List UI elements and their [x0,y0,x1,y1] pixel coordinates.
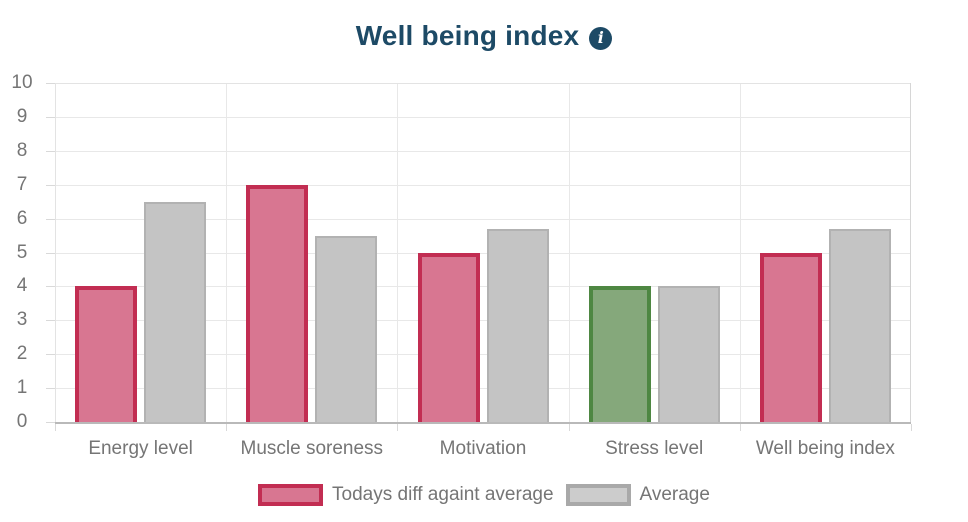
v-gridline [226,83,228,422]
y-tick-mark [46,184,55,186]
y-axis-tick-label: 6 [16,207,28,229]
y-tick-mark [46,286,55,288]
x-tick-mark [568,424,570,431]
chart-legend: Todays diff againt average Average [0,484,968,506]
plot-border-top [55,83,911,84]
y-tick-mark [46,354,55,356]
y-axis-tick-label: 8 [16,139,28,161]
x-axis-category-label: Energy level [88,438,193,459]
y-axis-tick-label: 1 [16,377,28,399]
bar-average-stress-level[interactable] [657,286,720,422]
legend-swatch-average [565,484,631,506]
legend-swatch-today [258,484,324,506]
plot-border-right [910,83,911,424]
legend-item-today[interactable]: Todays diff againt average [258,484,554,506]
y-tick-mark [46,150,55,152]
y-tick-mark [46,83,55,84]
y-tick-mark [46,218,55,220]
x-axis-category-label: Stress level [605,438,704,459]
y-axis-tick-label: 7 [16,173,28,195]
y-tick-mark [46,116,55,118]
bar-average-motivation[interactable] [486,228,549,422]
bar-today-well-being-index[interactable] [759,252,822,422]
h-gridline [55,150,911,152]
bar-today-energy-level[interactable] [75,286,138,422]
bar-average-energy-level[interactable] [144,201,207,422]
bar-average-well-being-index[interactable] [828,228,891,422]
x-tick-mark [226,424,228,431]
info-icon[interactable]: i [589,26,613,50]
x-axis-category-label: Well being index [755,438,895,459]
h-gridline [55,286,911,288]
chart-header: Well being index i [0,20,968,52]
x-tick-mark [397,424,399,431]
h-gridline [55,354,911,356]
y-axis-tick-label: 2 [16,343,28,365]
y-tick-mark [46,388,55,390]
x-tick-mark [55,424,56,431]
y-axis-tick-label: 10 [11,72,33,93]
v-gridline [397,83,399,422]
y-axis-tick-label: 4 [16,275,28,297]
y-axis-tick-label: 0 [16,411,28,432]
x-tick-mark [739,424,741,431]
y-tick-mark [46,422,55,423]
y-tick-mark [46,320,55,322]
y-tick-mark [46,252,55,254]
y-axis-tick-label: 5 [16,241,28,263]
x-axis-category-label: Muscle soreness [240,438,384,459]
v-gridline [739,83,741,422]
bar-average-muscle-soreness[interactable] [315,235,378,422]
h-gridline [55,252,911,254]
legend-label: Todays diff againt average [332,484,554,505]
h-gridline [55,320,911,322]
legend-label: Average [639,484,710,505]
v-gridline [568,83,570,422]
bar-today-stress-level[interactable] [588,286,651,422]
x-axis-line [55,422,911,424]
y-axis-tick-label: 3 [16,309,28,331]
x-tick-mark [911,424,912,431]
chart-title: Well being index [355,20,580,51]
legend-item-average[interactable]: Average [565,484,710,506]
x-axis-category-label: Motivation [439,438,527,459]
y-axis-line [55,83,56,424]
bar-today-motivation[interactable] [417,252,480,422]
h-gridline [55,218,911,220]
h-gridline [55,184,911,186]
h-gridline [55,116,911,118]
h-gridline [55,388,911,390]
bar-today-muscle-soreness[interactable] [246,184,309,422]
y-axis-tick-label: 9 [16,105,28,127]
